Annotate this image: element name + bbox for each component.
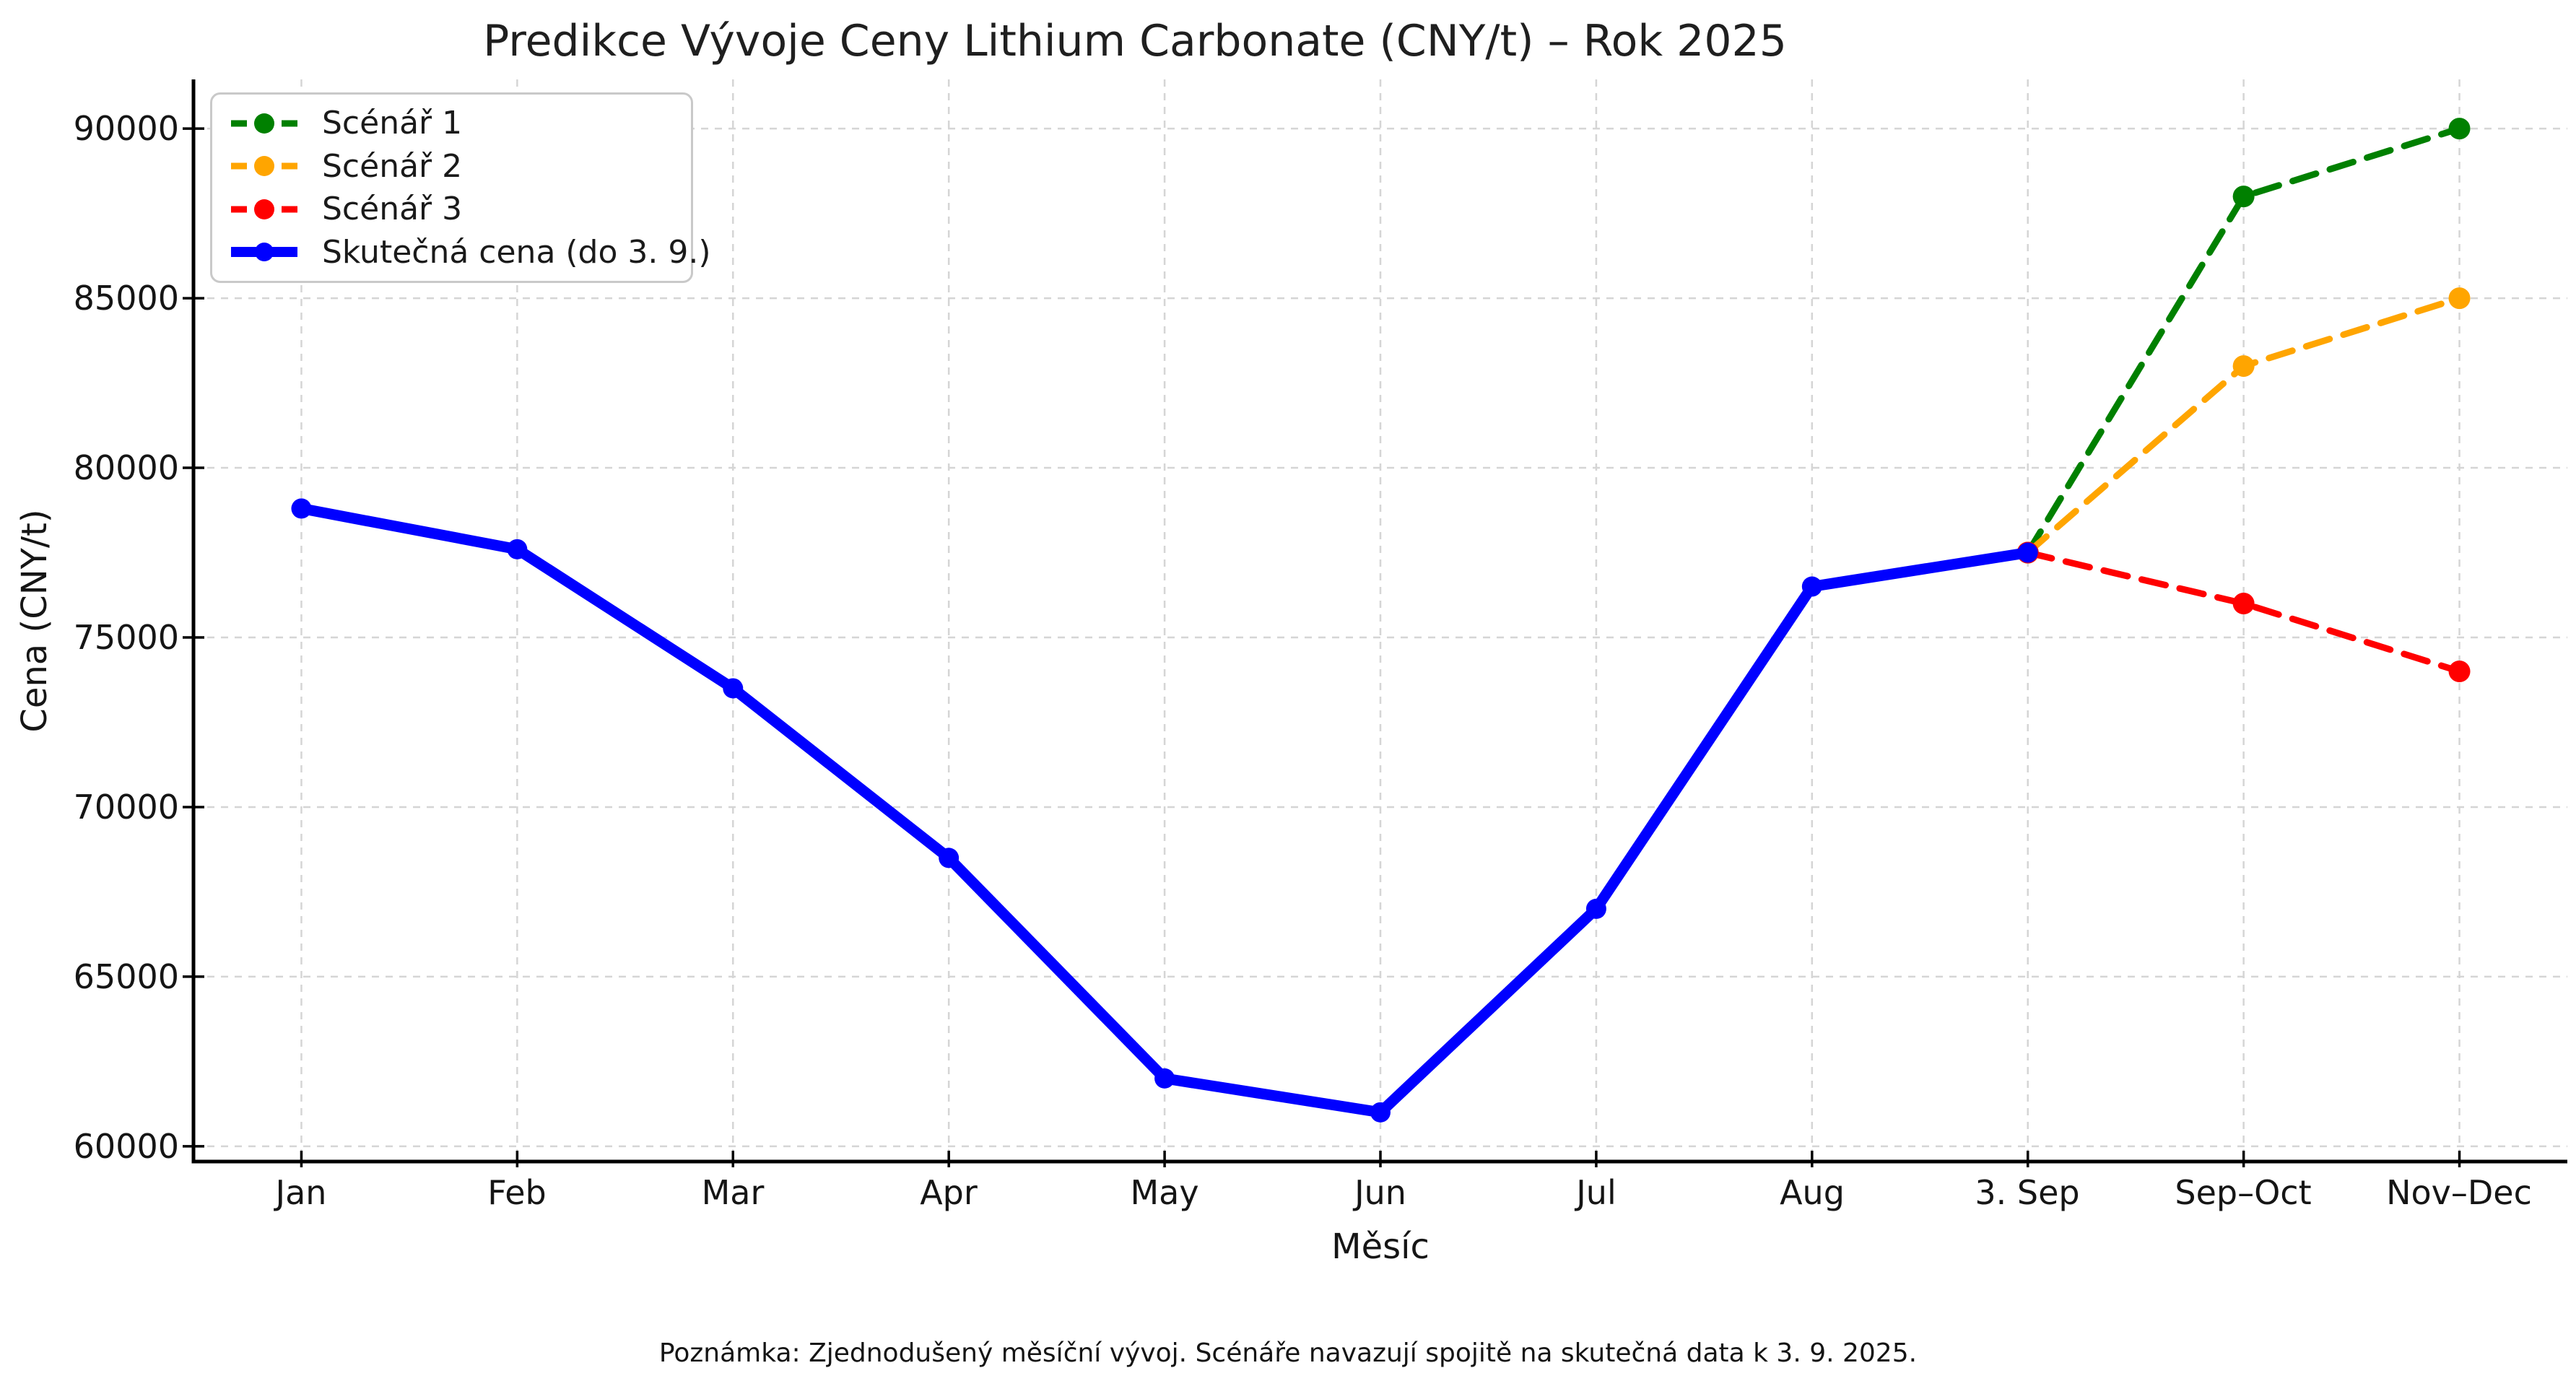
legend-label: Scénář 3 [322,191,463,228]
legend-sample-marker [254,113,274,134]
y-tick-label: 90000 [73,109,179,148]
legend-label: Scénář 1 [322,105,463,142]
x-tick-label: Mar [701,1173,765,1212]
series-marker-2 [2232,593,2255,615]
page-title: Predikce Vývoje Ceny Lithium Carbonate (… [483,16,1787,66]
x-tick-label: Sep–Oct [2175,1173,2312,1212]
y-tick-label: 70000 [73,788,179,827]
legend: Scénář 1 Scénář 2 Scénář 3 Skutečná cena… [210,92,711,283]
x-tick-label: Nov–Dec [2386,1173,2532,1212]
legend-item: Scénář 3 [230,188,691,230]
x-tick-label: May [1130,1173,1199,1212]
series-marker-3 [723,678,744,699]
series-marker-3 [1154,1068,1175,1089]
x-tick-label: Jan [275,1173,327,1212]
legend-sample-scenario-3 [231,199,297,219]
series-marker-1 [2448,287,2471,310]
legend-sample-marker [255,243,274,262]
series-marker-3 [1370,1102,1391,1123]
series-marker-0 [2232,186,2255,208]
x-tick-label: Jul [1576,1173,1616,1212]
x-tick-label: Aug [1780,1173,1845,1212]
x-tick-label: Feb [487,1173,547,1212]
legend-item: Scénář 1 [230,103,691,144]
series-marker-1 [2232,355,2255,378]
legend-sample-scenario-2 [231,156,297,177]
y-tick-label: 75000 [73,618,179,657]
legend-sample-marker [254,156,274,177]
legend-sample-actual-price [231,243,297,262]
series-marker-3 [507,539,528,559]
legend-sample-marker [254,199,274,219]
y-tick-label: 80000 [73,448,179,487]
legend-label: Scénář 2 [322,147,463,185]
legend-sample-scenario-1 [231,113,297,134]
y-tick-label: 85000 [73,279,179,318]
y-tick-label: 65000 [73,957,179,996]
series-marker-3 [1801,576,1822,597]
series-marker-0 [2448,118,2471,140]
x-axis-label: Měsíc [1331,1227,1430,1267]
series-marker-3 [939,848,960,868]
series-marker-3 [1585,898,1606,919]
series-marker-3 [2017,542,2038,563]
footnote: Poznámka: Zjednodušený měsíční vývoj. Sc… [658,1338,1918,1368]
legend-item: Skutečná cena (do 3. 9.) [230,231,711,273]
x-tick-label: 3. Sep [1975,1173,2080,1212]
y-tick-label: 60000 [73,1127,179,1166]
x-tick-label: Apr [920,1173,978,1212]
series-marker-2 [2448,660,2471,682]
series-marker-3 [291,498,312,519]
legend-item: Scénář 2 [230,145,691,187]
legend-label: Skutečná cena (do 3. 9.) [322,233,711,271]
y-axis-label: Cena (CNY/t) [14,509,55,733]
x-tick-label: Jun [1354,1173,1406,1212]
